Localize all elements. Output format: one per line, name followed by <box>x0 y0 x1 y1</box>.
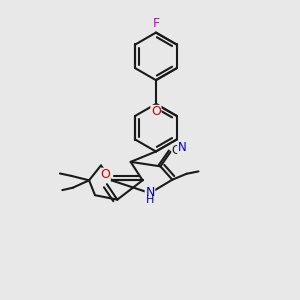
Text: N: N <box>145 186 155 199</box>
Text: C: C <box>172 144 180 157</box>
Text: N: N <box>178 141 186 154</box>
Text: F: F <box>152 17 160 30</box>
Text: H: H <box>146 195 154 205</box>
Text: O: O <box>151 106 161 118</box>
Text: O: O <box>100 168 110 181</box>
